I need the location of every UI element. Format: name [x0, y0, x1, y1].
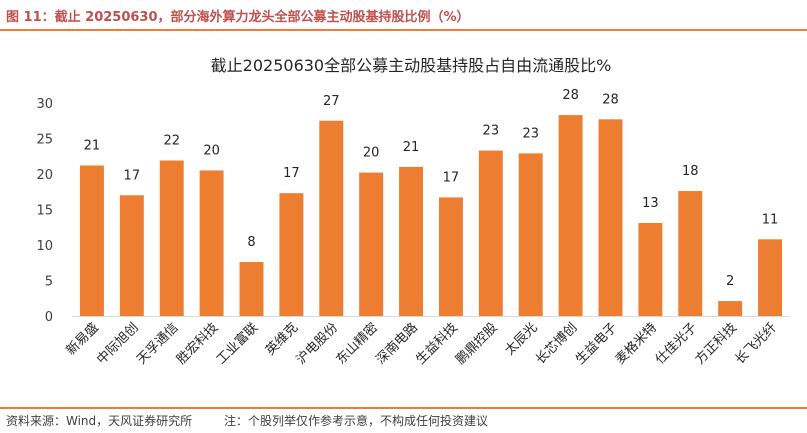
bar-value-label: 17 — [124, 168, 141, 183]
category-label: 深南电路 — [373, 320, 421, 368]
bar — [279, 193, 304, 316]
category-label: 长芯博创 — [533, 320, 580, 367]
bar — [199, 170, 224, 316]
bar-value-label: 22 — [163, 134, 180, 149]
category-label: 英维克 — [263, 320, 301, 358]
bar-value-label: 13 — [642, 196, 659, 211]
figure-header: 图 11：截止 20250630，部分海外算力龙头全部公募主动股基持股比例（%） — [0, 0, 807, 31]
bar — [678, 191, 703, 316]
bar — [79, 165, 104, 316]
disclaimer-note: 注：个股列举仅作参考示意，不构成任何投资建议 — [224, 414, 489, 428]
y-tick-label: 0 — [45, 310, 53, 325]
category-label: 太辰光 — [502, 320, 540, 358]
bar — [518, 153, 543, 316]
bars — [79, 115, 783, 316]
y-tick-label: 30 — [36, 97, 53, 112]
bar-value-label: 8 — [247, 235, 255, 250]
bar — [478, 150, 503, 316]
bar-value-label: 23 — [483, 124, 500, 139]
category-label: 仕佳光子 — [653, 320, 700, 367]
y-axis: 0 5 10 15 20 25 30 — [36, 97, 53, 325]
bar-value-label: 20 — [363, 146, 380, 161]
figure-title: 图 11：截止 20250630，部分海外算力龙头全部公募主动股基持股比例（%） — [6, 10, 470, 25]
figure-footer: 资料来源：Wind，天风证券研究所 注：个股列举仅作参考示意，不构成任何投资建议 — [6, 412, 488, 429]
y-tick-label: 10 — [36, 239, 53, 254]
bar-value-label: 2 — [726, 274, 734, 289]
y-tick-label: 15 — [36, 204, 53, 219]
bar — [438, 197, 463, 316]
category-label: 生益电子 — [573, 320, 620, 367]
bar-value-label: 17 — [283, 166, 300, 181]
bar-value-label: 23 — [522, 126, 539, 141]
category-label: 东山精密 — [333, 320, 381, 368]
bar — [119, 195, 144, 316]
bar-chart: 截止20250630全部公募主动股基持股占自由流通股比% 0 5 10 15 20 25 3… — [36, 56, 790, 368]
category-label: 胜宏科技 — [174, 320, 221, 367]
y-tick-label: 20 — [36, 168, 53, 183]
header-rule — [0, 29, 807, 31]
bar — [598, 119, 623, 316]
bar — [159, 160, 184, 316]
source-text: 资料来源：Wind，天风证券研究所 — [6, 414, 193, 428]
category-label: 长飞光纤 — [732, 320, 779, 367]
bar — [758, 239, 783, 316]
bar-value-label: 17 — [443, 170, 460, 185]
bar-value-label: 11 — [762, 212, 779, 227]
category-label: 生益科技 — [413, 320, 460, 367]
bar-value-label: 27 — [323, 94, 340, 109]
bar-value-label: 21 — [403, 140, 420, 155]
category-label: 鹏鼎控股 — [453, 320, 500, 367]
bar-value-label: 28 — [602, 92, 619, 107]
footer-rule — [0, 407, 807, 409]
bar — [399, 166, 424, 316]
y-tick-label: 5 — [45, 275, 53, 290]
category-label: 中际旭创 — [94, 320, 141, 367]
bar-value-label: 18 — [682, 164, 699, 179]
bar-value-label: 21 — [84, 138, 101, 153]
category-label: 天孚通信 — [134, 320, 181, 367]
bar-value-label: 20 — [203, 143, 220, 158]
bar — [718, 301, 743, 316]
bar — [239, 262, 264, 316]
bar — [558, 115, 583, 316]
data-labels: 21 17 22 20 8 17 27 20 21 17 23 23 28 28 13 18 2 11 — [84, 88, 779, 289]
bar — [638, 222, 663, 316]
category-label: 麦格米特 — [612, 320, 660, 368]
bar-value-label: 28 — [562, 88, 579, 103]
chart-title: 截止20250630全部公募主动股基持股占自由流通股比% — [211, 56, 612, 75]
y-tick-label: 25 — [36, 133, 53, 148]
category-label: 工业富联 — [213, 320, 261, 368]
bar — [319, 120, 344, 316]
category-label: 沪电股份 — [293, 320, 341, 368]
category-label: 新易盛 — [63, 320, 102, 359]
category-label: 方正科技 — [692, 320, 740, 368]
bar — [359, 172, 384, 316]
